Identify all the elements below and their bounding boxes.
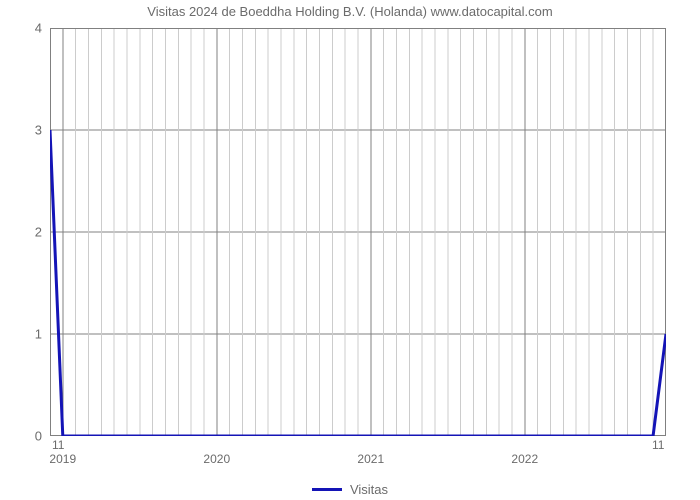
chart-container: { "chart": { "type": "line", "title": "V…	[0, 0, 700, 500]
y-tick-label: 2	[35, 225, 42, 240]
legend-label: Visitas	[350, 482, 388, 497]
x-tick-label: 2021	[357, 452, 384, 466]
legend-swatch	[312, 488, 342, 491]
end-label-left: 11	[52, 438, 64, 452]
legend: Visitas	[0, 482, 700, 497]
y-tick-label: 1	[35, 327, 42, 342]
end-label-right: 11	[652, 438, 664, 452]
x-tick-label: 2020	[203, 452, 230, 466]
y-tick-label: 3	[35, 123, 42, 138]
chart-title: Visitas 2024 de Boeddha Holding B.V. (Ho…	[0, 4, 700, 19]
y-tick-label: 0	[35, 429, 42, 444]
y-tick-label: 4	[35, 21, 42, 36]
chart-plot	[50, 28, 666, 436]
x-tick-label: 2019	[49, 452, 76, 466]
x-tick-label: 2022	[511, 452, 538, 466]
